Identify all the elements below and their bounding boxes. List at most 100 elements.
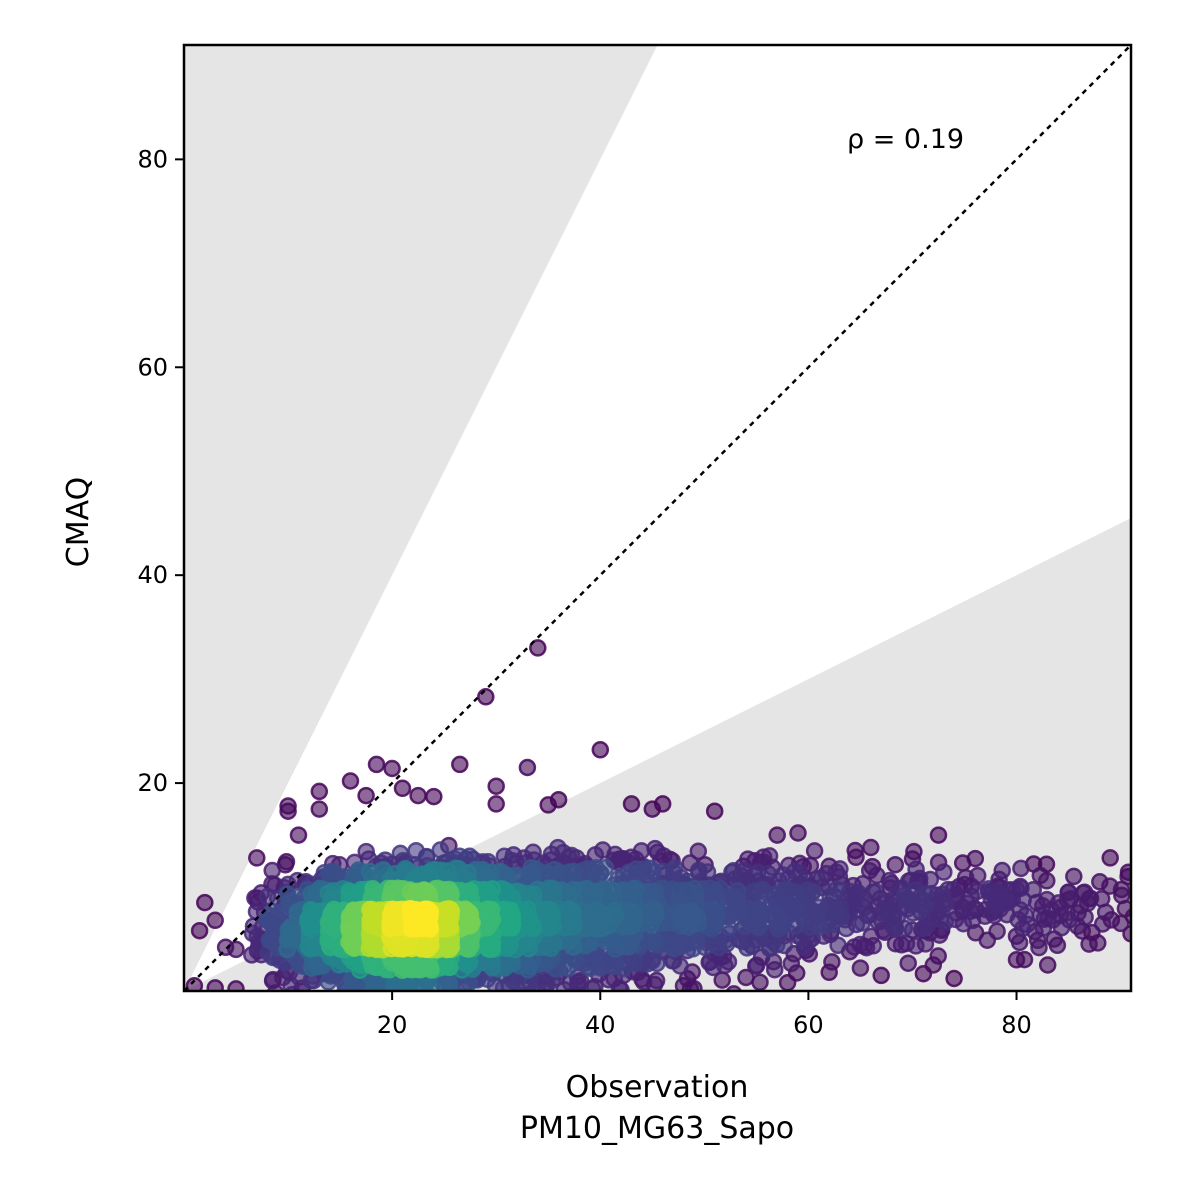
data-point [789, 824, 807, 842]
data-point [988, 922, 1006, 941]
band-upper [184, 45, 658, 991]
data-point [759, 865, 778, 883]
data-point [862, 838, 880, 857]
data-point [632, 842, 651, 860]
data-point [436, 956, 454, 975]
data-point [529, 639, 547, 657]
data-point [664, 863, 683, 881]
data-point [625, 879, 643, 898]
x-axis-label: Observation [566, 1070, 749, 1105]
data-point [760, 939, 779, 958]
data-point [935, 863, 953, 881]
data-point [262, 914, 280, 933]
data-point [284, 985, 301, 991]
data-point [627, 860, 645, 878]
data-point [786, 883, 804, 902]
data-point [828, 907, 847, 926]
data-point [440, 974, 459, 991]
data-point [690, 863, 708, 882]
data-point [457, 902, 476, 920]
data-point [1101, 849, 1119, 867]
data-point [425, 787, 443, 806]
data-point [674, 977, 693, 991]
data-point [899, 954, 917, 972]
data-point [747, 956, 766, 975]
data-point [725, 985, 743, 991]
annotation-rho: ρ = 0.19 [847, 124, 964, 155]
data-point [263, 861, 281, 880]
data-point [383, 759, 401, 778]
data-point [504, 972, 523, 990]
data-point [421, 958, 440, 977]
data-point [477, 688, 495, 706]
data-point [884, 908, 903, 926]
data-point [782, 954, 801, 973]
data-point [391, 844, 410, 863]
data-point [770, 915, 788, 934]
data-point [747, 910, 766, 928]
data-point [726, 899, 745, 917]
data-point [1010, 933, 1029, 952]
data-point [357, 786, 375, 805]
data-point [1080, 889, 1099, 908]
data-point [310, 782, 329, 801]
x-axis-label-line2: PM10_MG63_Sapo [520, 1111, 794, 1146]
data-point [1038, 872, 1056, 890]
data-point [829, 936, 847, 955]
data-point [994, 891, 1013, 909]
data-point [962, 887, 980, 905]
x-tick-label: 80 [1001, 1011, 1032, 1039]
data-point [701, 952, 719, 971]
data-point [1134, 911, 1149, 926]
data-point [642, 951, 661, 970]
data-point [457, 883, 475, 901]
data-point [645, 975, 664, 991]
y-tick-label: 20 [137, 769, 168, 797]
data-point [804, 882, 822, 901]
data-point [1038, 956, 1057, 974]
data-point [914, 919, 932, 938]
data-point [266, 984, 285, 991]
data-point [737, 968, 755, 987]
y-tick-label: 60 [137, 353, 168, 381]
data-point [438, 862, 457, 880]
data-point [503, 909, 522, 928]
data-point [408, 882, 426, 900]
data-point [1091, 873, 1109, 891]
data-point [367, 755, 386, 774]
data-point [786, 917, 805, 935]
data-point [364, 937, 382, 955]
data-point [1060, 911, 1078, 929]
factor-of-two-band [184, 45, 1131, 991]
data-point [487, 777, 505, 795]
data-point [621, 932, 640, 950]
data-point [365, 882, 384, 901]
x-tick-label: 60 [793, 1011, 824, 1039]
data-point [409, 786, 427, 805]
data-point [1124, 908, 1131, 925]
data-point [545, 880, 563, 898]
y-axis-label: CMAQ [61, 477, 96, 567]
data-point [357, 842, 375, 861]
data-point [1009, 911, 1027, 929]
scatter-points [185, 639, 1149, 991]
data-point [487, 795, 505, 813]
data-point [305, 902, 323, 920]
data-point [768, 826, 786, 844]
x-axis: 20 40 60 80 [377, 991, 1032, 1039]
data-point [406, 908, 425, 927]
data-point [310, 800, 329, 818]
data-point [227, 940, 245, 959]
data-point [897, 934, 916, 953]
data-point [1065, 867, 1083, 886]
data-point [206, 911, 224, 930]
data-point [945, 969, 963, 988]
data-point [1012, 859, 1030, 878]
data-point [584, 885, 602, 904]
y-tick-label: 80 [137, 145, 168, 173]
data-point [394, 938, 412, 956]
data-point [1093, 915, 1112, 933]
x-tick-label: 40 [585, 1011, 616, 1039]
data-point [289, 826, 308, 844]
